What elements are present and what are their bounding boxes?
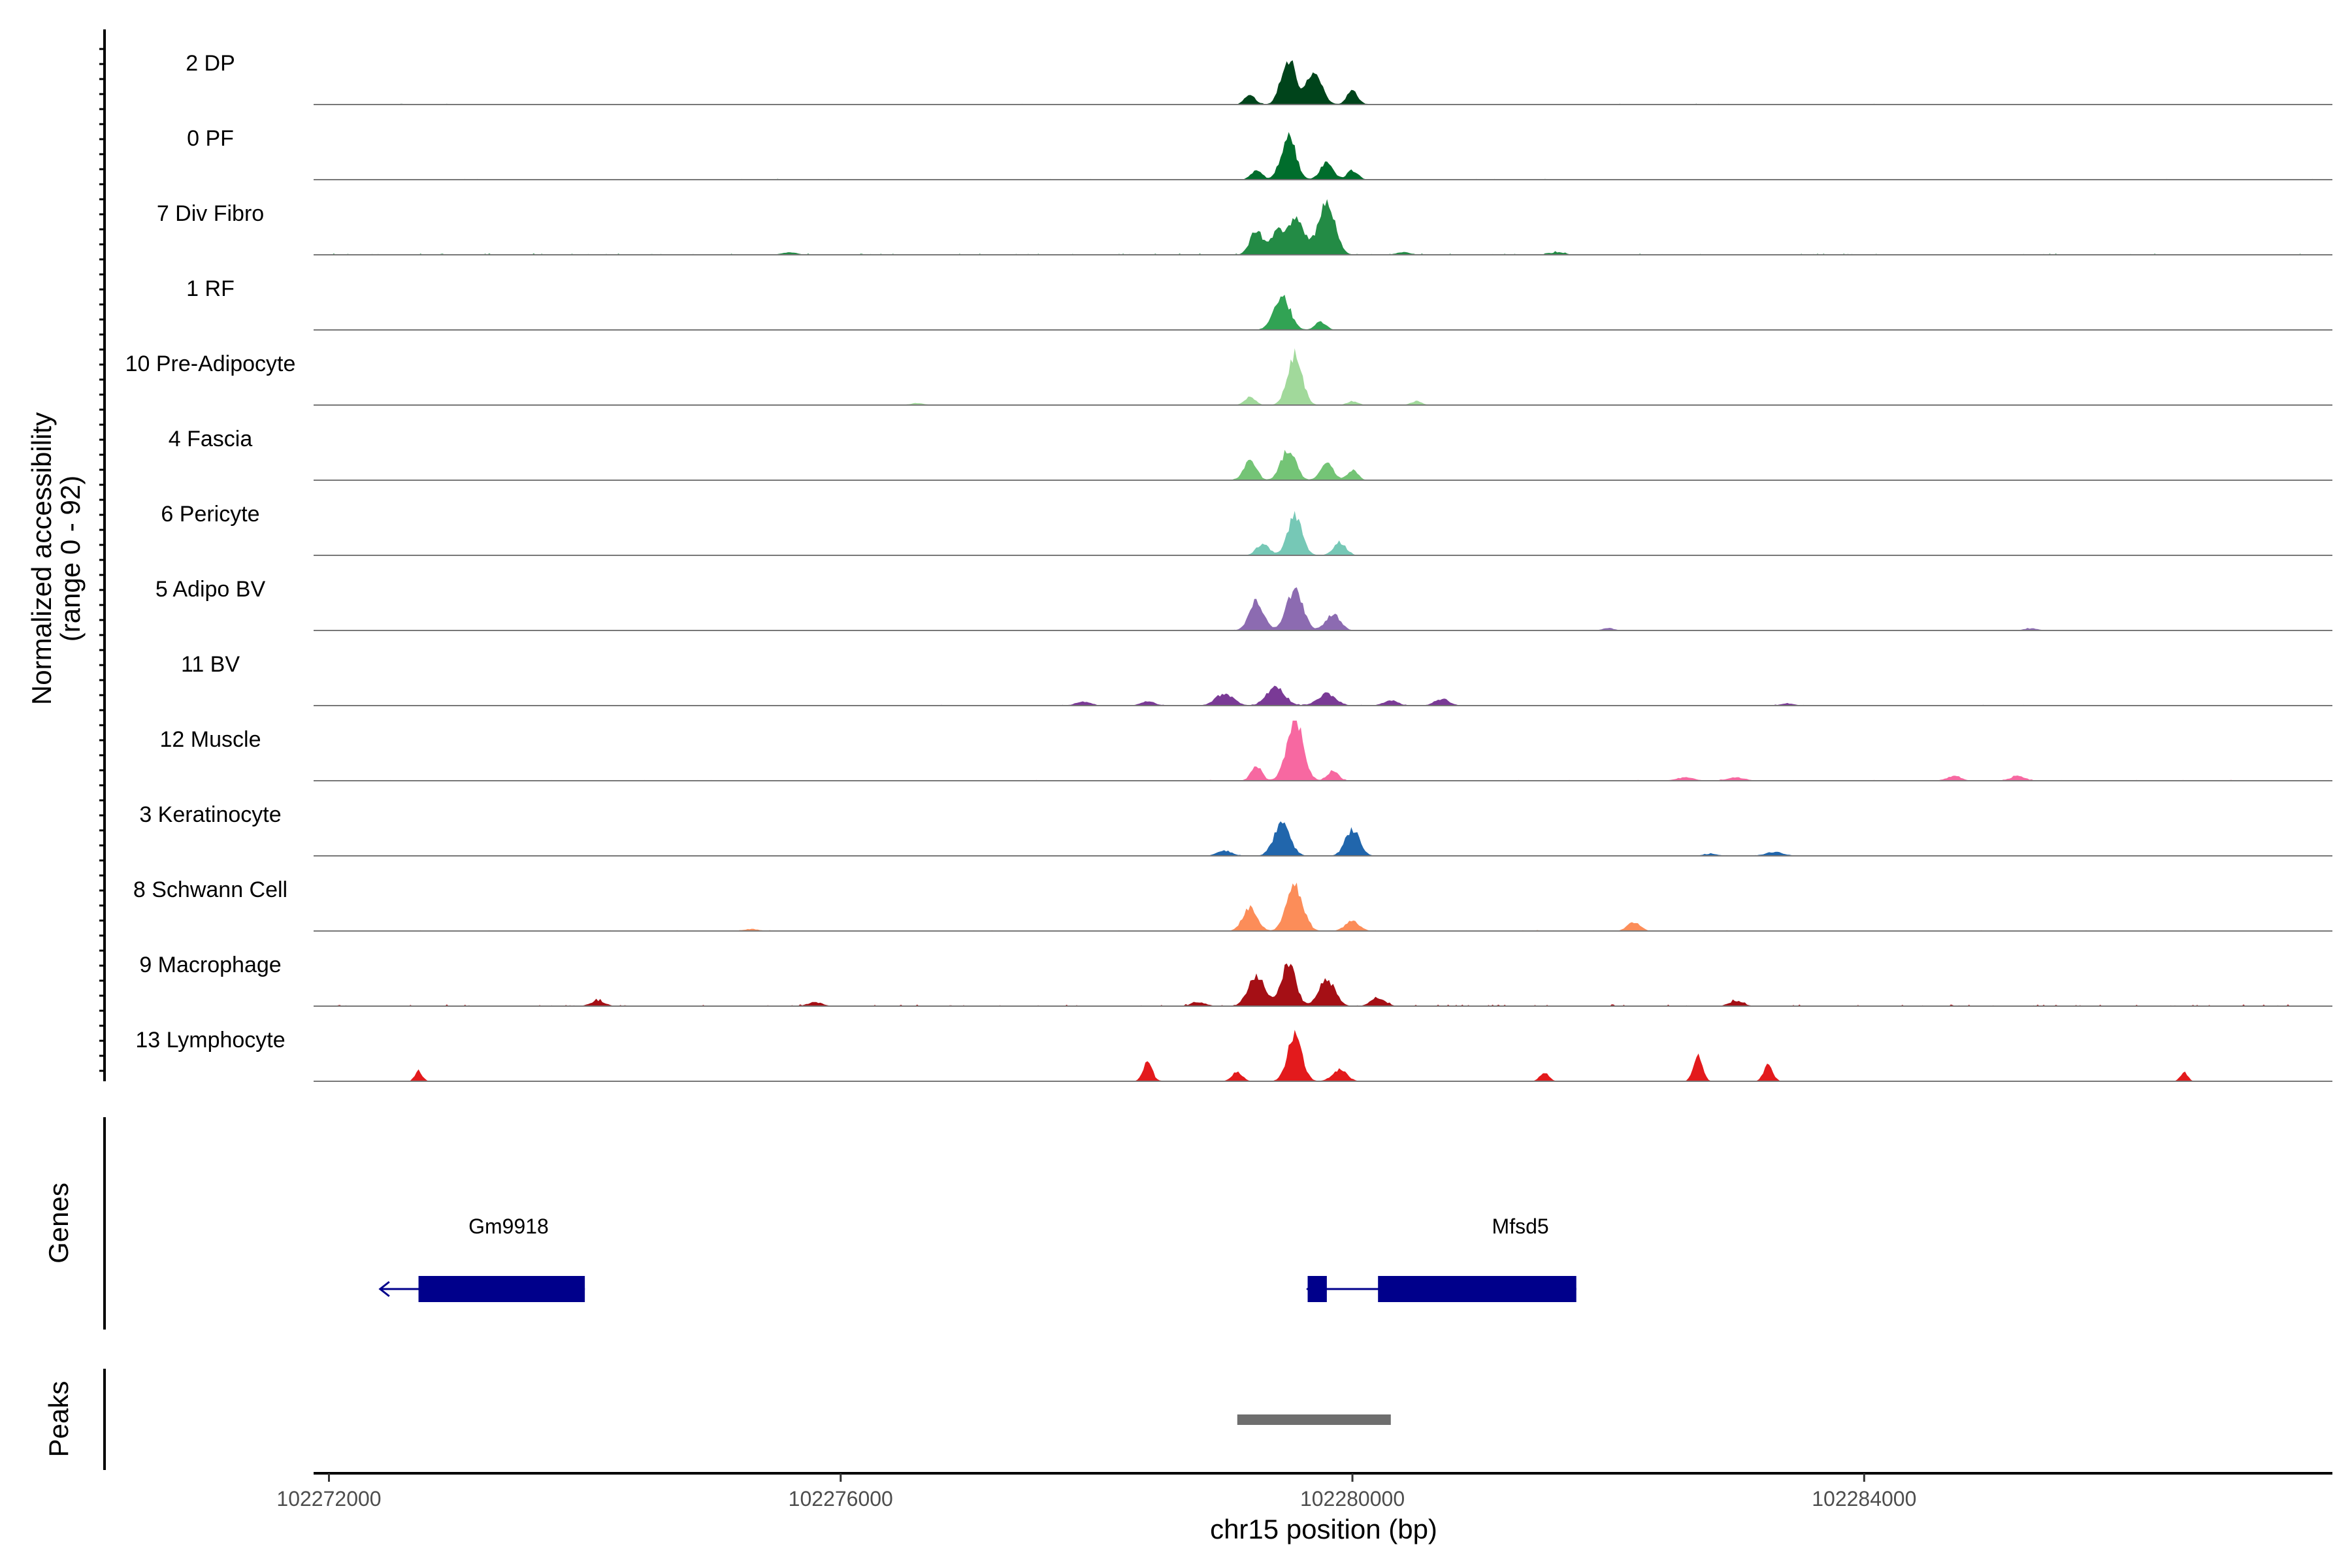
gene-1: Gm9918 [378, 1215, 585, 1302]
gene-exon [418, 1276, 585, 1302]
track-coverage-area [314, 963, 2332, 1006]
track-label: 3 Keratinocyte [139, 802, 281, 827]
track-7: 6 Pericyte [161, 502, 2332, 556]
track-12: 8 Schwann Cell [133, 877, 2332, 932]
track-3: 7 Div Fibro [157, 199, 2332, 255]
track-14: 13 Lymphocyte [135, 1028, 2332, 1082]
x-axis-title: chr15 position (bp) [1210, 1514, 1437, 1544]
track-label: 8 Schwann Cell [133, 877, 287, 902]
gene-label: Mfsd5 [1492, 1215, 1549, 1238]
x-tick-label: 102276000 [789, 1487, 893, 1511]
track-coverage-area [314, 295, 2332, 330]
track-coverage-area [314, 1030, 2332, 1081]
coverage-tracks: 2 DP 0 PF 7 Div Fibro 1 RF 10 Pre-Adipocyte 4… [125, 51, 2332, 1082]
gene-label: Gm9918 [468, 1215, 549, 1238]
track-label: 0 PF [187, 126, 234, 151]
track-coverage-area [314, 199, 2332, 255]
track-1: 2 DP [186, 51, 2332, 105]
track-label: 6 Pericyte [161, 502, 259, 527]
track-label: 7 Div Fibro [157, 201, 264, 226]
track-coverage-area [314, 882, 2332, 931]
peaks-axis-title: Peaks [43, 1381, 74, 1458]
peak-region [1237, 1414, 1391, 1425]
track-coverage-area [314, 60, 2332, 105]
track-coverage-area [314, 449, 2332, 480]
x-tick-label: 102272000 [276, 1487, 381, 1511]
track-label: 9 Macrophage [139, 953, 281, 977]
track-13: 9 Macrophage [139, 953, 2332, 1007]
track-coverage-area [314, 587, 2332, 630]
x-tick-label: 102284000 [1812, 1487, 1916, 1511]
track-coverage-area [314, 821, 2332, 856]
track-8: 5 Adipo BV [155, 577, 2332, 631]
track-11: 3 Keratinocyte [139, 802, 2332, 857]
track-coverage-area [314, 511, 2332, 555]
track-label: 5 Adipo BV [155, 577, 266, 602]
track-label: 13 Lymphocyte [135, 1028, 285, 1053]
x-tick-label: 102280000 [1300, 1487, 1405, 1511]
track-label: 12 Muscle [160, 727, 261, 752]
track-coverage-area [314, 348, 2332, 405]
track-10: 12 Muscle [160, 721, 2332, 781]
gene-strand-arrow [378, 1281, 390, 1298]
track-label: 11 BV [181, 652, 240, 677]
track-5: 10 Pre-Adipocyte [125, 348, 2332, 406]
peak-annotations [1237, 1414, 1391, 1425]
track-label: 2 DP [186, 51, 235, 76]
track-label: 4 Fascia [169, 427, 253, 451]
gene-strand-arrow [1306, 1281, 1318, 1298]
track-4: 1 RF [186, 276, 2332, 331]
y-axis-title-line2: (range 0 - 92) [55, 476, 86, 642]
x-axis-ticks: 102272000 102276000 102280000 102284000 [276, 1473, 1916, 1511]
genes-axis-title: Genes [43, 1183, 74, 1264]
gene-exon [1307, 1276, 1327, 1302]
track-6: 4 Fascia [169, 427, 2332, 481]
track-9: 11 BV [181, 652, 2332, 706]
track-label: 10 Pre-Adipocyte [125, 351, 296, 376]
track-label: 1 RF [186, 276, 235, 301]
gene-2: Mfsd5 [1306, 1215, 1576, 1302]
track-2: 0 PF [187, 126, 2332, 180]
gene-exon [1378, 1276, 1576, 1302]
track-coverage-area [314, 721, 2332, 781]
coverage-y-ticks [99, 48, 105, 1072]
track-coverage-area [314, 132, 2332, 180]
y-axis-title-line1: Normalized accessibility [26, 412, 57, 705]
gene-annotations: Gm9918 Mfsd5 [378, 1215, 1576, 1302]
track-coverage-area [314, 685, 2332, 706]
